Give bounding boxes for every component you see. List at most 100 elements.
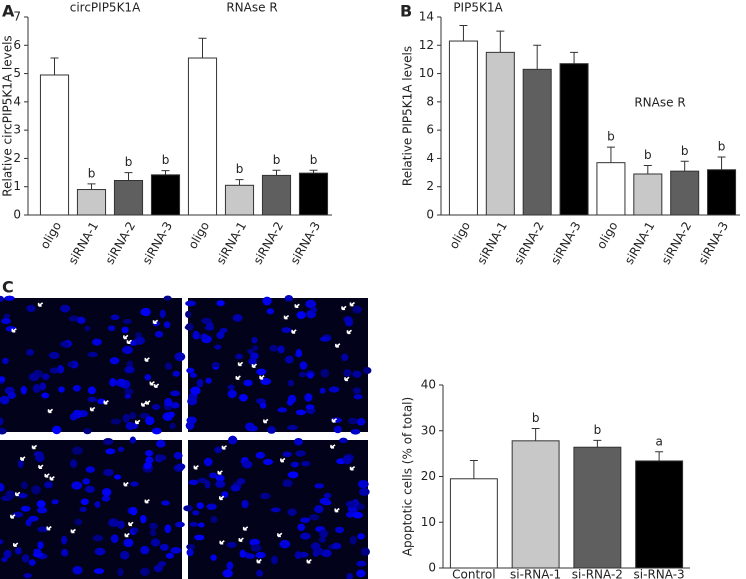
nucleus bbox=[239, 549, 246, 558]
nucleus bbox=[185, 300, 197, 307]
nucleus bbox=[208, 472, 218, 479]
nucleus bbox=[307, 372, 314, 379]
nucleus bbox=[36, 500, 46, 508]
y-tick-label: 0 bbox=[426, 208, 434, 222]
significance-label: a bbox=[655, 434, 662, 448]
nucleus bbox=[156, 454, 167, 461]
bar bbox=[113, 179, 144, 216]
x-tick-label: Control bbox=[452, 568, 495, 579]
y-tick-label: 6 bbox=[13, 38, 21, 52]
bar bbox=[633, 173, 663, 216]
nucleus bbox=[1, 557, 8, 563]
y-tick-label: 7 bbox=[13, 10, 21, 24]
x-tick-label: si-RNA-3 bbox=[634, 568, 685, 579]
arrow-marker bbox=[259, 375, 265, 380]
y-tick-label: 2 bbox=[426, 179, 434, 193]
nucleus bbox=[299, 361, 308, 370]
nucleus bbox=[309, 514, 320, 521]
nucleus bbox=[286, 425, 298, 431]
nucleus bbox=[164, 397, 173, 407]
nucleus bbox=[164, 524, 172, 534]
nucleus bbox=[255, 398, 265, 404]
nucleus bbox=[282, 479, 293, 488]
nucleus bbox=[352, 511, 363, 519]
nucleus bbox=[132, 527, 139, 533]
nucleus bbox=[159, 309, 166, 319]
arrow-marker bbox=[193, 465, 199, 470]
arrow-marker bbox=[135, 419, 141, 425]
nucleus bbox=[216, 300, 225, 307]
arrow-marker bbox=[219, 540, 225, 545]
nucleus bbox=[190, 386, 201, 395]
error-bar bbox=[272, 169, 281, 176]
nucleus bbox=[51, 499, 59, 505]
x-tick-label: si-RNA-2 bbox=[572, 568, 623, 579]
nucleus bbox=[186, 548, 194, 557]
error-bar bbox=[87, 183, 96, 190]
y-tick-label: 6 bbox=[426, 123, 434, 137]
y-tick-label: 30 bbox=[421, 423, 436, 437]
nucleus bbox=[198, 522, 205, 528]
nucleus bbox=[319, 387, 326, 394]
nucleus bbox=[341, 353, 349, 362]
nucleus bbox=[342, 455, 353, 465]
error-bar bbox=[469, 459, 478, 479]
nucleus bbox=[244, 422, 255, 431]
nucleus bbox=[37, 526, 49, 533]
nucleus bbox=[140, 545, 150, 555]
nucleus bbox=[21, 554, 30, 563]
nucleus bbox=[201, 333, 208, 341]
arrow-marker bbox=[15, 491, 21, 497]
nucleus bbox=[320, 368, 330, 378]
nucleus bbox=[170, 390, 181, 397]
nucleus bbox=[94, 547, 106, 556]
arrow-marker bbox=[152, 319, 159, 325]
bar bbox=[670, 170, 700, 216]
nucleus bbox=[110, 418, 122, 425]
arrow-marker bbox=[330, 444, 336, 449]
nucleus bbox=[26, 349, 35, 356]
nucleus bbox=[69, 459, 78, 468]
nucleus bbox=[357, 533, 365, 540]
arrow-marker bbox=[46, 525, 52, 531]
nucleus bbox=[74, 518, 83, 526]
x-tick-label: si-RNA-1 bbox=[510, 568, 561, 579]
bar bbox=[635, 460, 684, 569]
nucleus bbox=[129, 412, 137, 420]
arrow-marker bbox=[251, 363, 258, 368]
nucleus bbox=[215, 480, 226, 488]
annotation: circPIP5K1A bbox=[70, 1, 141, 15]
nucleus bbox=[0, 539, 4, 545]
nucleus bbox=[235, 353, 244, 360]
y-tick-label: 10 bbox=[419, 66, 434, 80]
nucleus bbox=[4, 490, 16, 499]
nucleus bbox=[143, 462, 152, 470]
arrow-marker bbox=[144, 498, 150, 504]
nucleus bbox=[345, 511, 355, 518]
nucleus bbox=[321, 549, 332, 558]
nucleus bbox=[294, 551, 302, 559]
nucleus bbox=[124, 388, 134, 395]
arrow-marker bbox=[256, 558, 262, 564]
nucleus bbox=[151, 403, 161, 411]
nucleus bbox=[345, 500, 356, 508]
significance-label: b bbox=[532, 411, 540, 425]
nucleus bbox=[145, 416, 155, 426]
nucleus bbox=[172, 370, 180, 377]
nucleus bbox=[284, 355, 294, 364]
nucleus bbox=[140, 514, 147, 524]
nucleus bbox=[139, 412, 150, 419]
arrow-marker bbox=[49, 476, 55, 481]
nucleus bbox=[259, 401, 267, 409]
arrow-marker bbox=[280, 457, 286, 463]
arrow-marker bbox=[11, 328, 17, 333]
nucleus bbox=[113, 474, 122, 480]
nucleus bbox=[87, 396, 98, 403]
nucleus bbox=[183, 505, 193, 512]
nucleus bbox=[248, 357, 257, 366]
nucleus bbox=[32, 383, 41, 393]
nucleus bbox=[314, 483, 325, 489]
nucleus bbox=[0, 295, 4, 302]
nucleus bbox=[255, 451, 266, 459]
annotation: RNAse R bbox=[634, 96, 685, 110]
